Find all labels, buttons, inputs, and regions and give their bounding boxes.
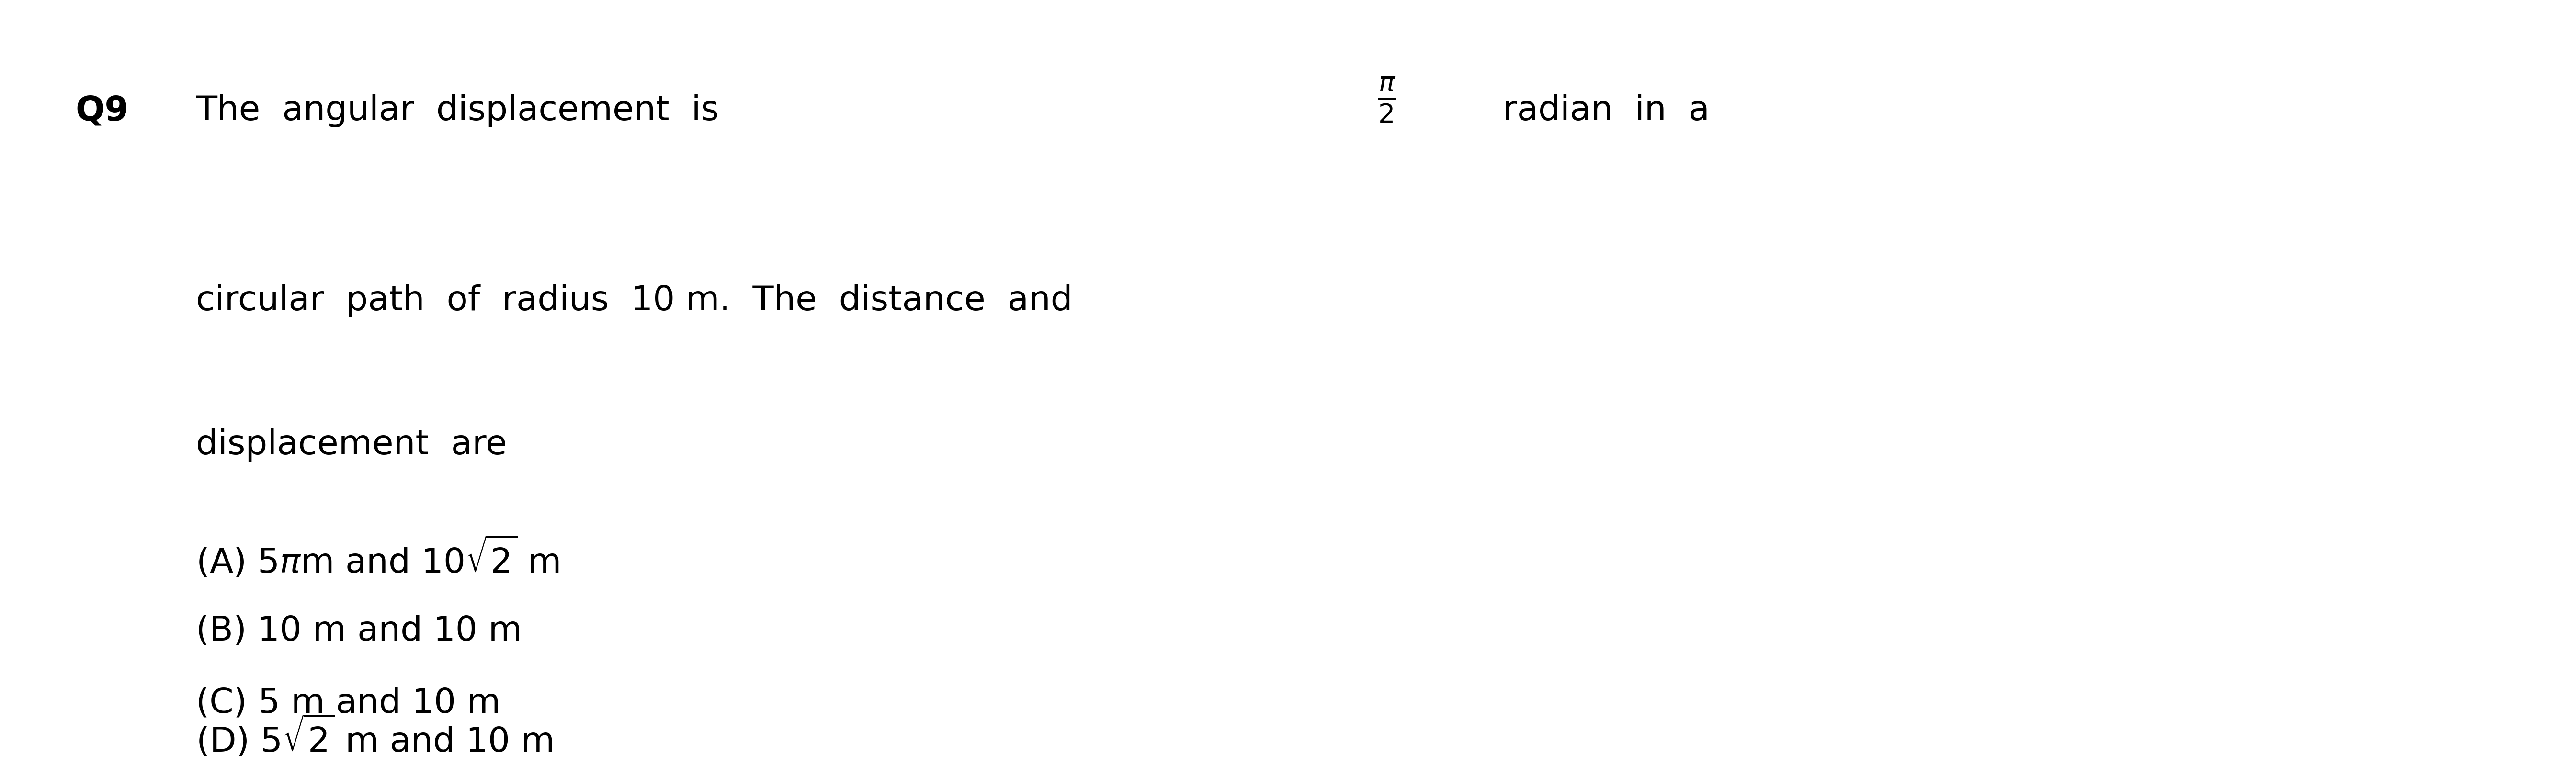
Text: (B) 10 m and 10 m: (B) 10 m and 10 m xyxy=(196,614,523,647)
Text: The  angular  displacement  is: The angular displacement is xyxy=(196,94,742,127)
Text: (D) 5$\sqrt{2}$ m and 10 m: (D) 5$\sqrt{2}$ m and 10 m xyxy=(196,714,551,759)
Text: circular  path  of  radius  10 m.  The  distance  and: circular path of radius 10 m. The distan… xyxy=(196,284,1072,317)
Text: (C) 5 m and 10 m: (C) 5 m and 10 m xyxy=(196,687,500,720)
Text: radian  in  a: radian in a xyxy=(1481,94,1710,127)
Text: (A) 5$\pi$m and 10$\sqrt{2}$ m: (A) 5$\pi$m and 10$\sqrt{2}$ m xyxy=(196,535,559,580)
Text: displacement  are: displacement are xyxy=(196,428,507,462)
Text: Q9: Q9 xyxy=(75,94,129,127)
Text: $\frac{\pi}{2}$: $\frac{\pi}{2}$ xyxy=(1378,76,1396,124)
